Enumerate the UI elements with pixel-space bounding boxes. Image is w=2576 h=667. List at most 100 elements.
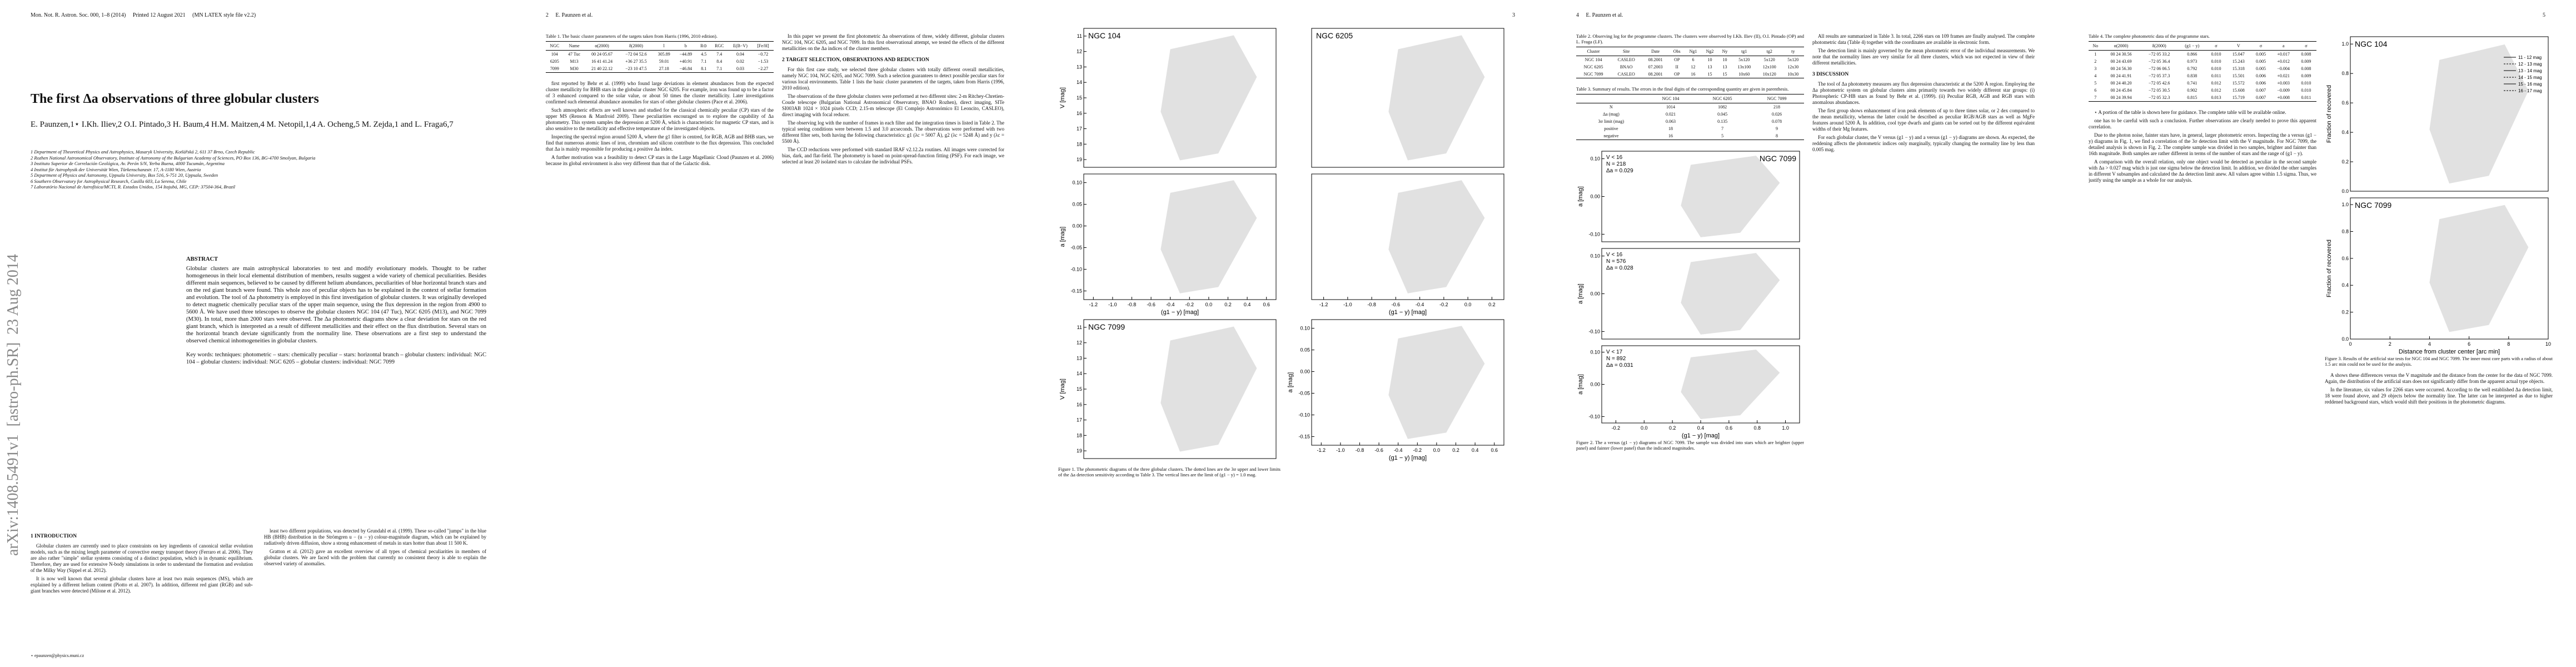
paragraph: A further motivation was a feasibility t…	[546, 155, 774, 166]
legend-entry: 16 - 17 mag	[2518, 88, 2542, 93]
table-cell: 0.063	[1665, 119, 1676, 124]
x-tick-label: 0.2	[1488, 302, 1496, 307]
point-cloud-shade	[1160, 180, 1257, 293]
table-row: 7099 M30 21 40 22.12 −23 10 47.5 27.18 −46.84…	[546, 65, 774, 73]
y-axis-label: a [mag]	[1059, 227, 1066, 247]
table-row: NGC 7099 CASLEO 08.2001 OP 16 15 15 10x60 10x120…	[1576, 71, 1804, 78]
table-cell: 0.010	[2211, 52, 2221, 57]
table-cell: 5x120	[1763, 57, 1775, 62]
table-cell: 0.007	[2256, 88, 2266, 93]
column: 1 INTRODUCTION Globular clusters are curr…	[31, 528, 253, 648]
y-axis-label: a [mag]	[1577, 186, 1584, 207]
table-row: 6205 M13 16 41 41.24 +36 27 35.5 59.01 +40.91…	[546, 58, 774, 65]
x-tick-label: -1.2	[1319, 302, 1328, 307]
abstract-text: Globular clusters are main astrophysical…	[186, 266, 486, 344]
table-cell: +0.021	[2277, 73, 2290, 78]
table-cell: 00 24 45.84	[2110, 88, 2132, 93]
plot-panel: -0.15 -0.10 -0.05 0.00 0.05 0.10 -1.2 -1.0 -0.8 -…	[1059, 173, 1277, 316]
running-header: 3	[1512, 12, 1515, 18]
y-tick-label: 17	[1077, 126, 1082, 132]
column-header: σ	[2295, 41, 2316, 51]
x-tick-label: -1.2	[1317, 447, 1326, 453]
table-cell: 0.005	[2256, 52, 2266, 57]
table-cell: NGC 104	[1585, 57, 1602, 62]
table-cell: −72 06 06.5	[2148, 66, 2170, 71]
column-header: [Fe/H]	[753, 41, 774, 51]
column: All results are summarized in Table 3. I…	[1812, 33, 2035, 661]
plot-panel: NGC 6205	[1311, 28, 1504, 168]
point-cloud-shade	[1681, 156, 1780, 237]
table-cell: OP	[1674, 57, 1680, 62]
table-cell: 8.1	[701, 66, 707, 71]
panel-note: V < 17	[1606, 349, 1623, 355]
table-caption: Table 1. The basic cluster parameters of…	[546, 33, 718, 39]
plot-frame	[2350, 197, 2549, 340]
table-row: positive 18 7 9	[1576, 125, 1804, 132]
table-cell: 305.89	[657, 52, 670, 57]
panel-label: NGC 6205	[1316, 31, 1353, 40]
panel-label: NGC 104	[2355, 39, 2388, 48]
table-cell: 00 24 05.67	[591, 52, 613, 57]
y-tick-label: -0.05	[1298, 390, 1310, 396]
y-tick-label: 19	[1077, 448, 1082, 454]
paragraph: In this paper we present the first photo…	[782, 33, 1004, 51]
y-tick-label: 0.00	[1590, 382, 1600, 387]
column-header: l	[653, 41, 675, 51]
table-cell: 13x100	[1737, 64, 1751, 69]
y-axis-label: V [mag]	[1059, 87, 1066, 108]
table-cell: −2.27	[758, 66, 769, 71]
y-tick-label: 0.0	[2341, 336, 2349, 342]
table-cell: 08.2001	[1648, 57, 1663, 62]
table-cell: +0.003	[2277, 81, 2290, 86]
table-cell: −72 05 42.6	[2148, 81, 2170, 86]
table-cell: 0.006	[2256, 81, 2266, 86]
x-tick-label: 4	[2428, 341, 2431, 347]
table-cell: 0.021	[1665, 112, 1676, 117]
plot-panel: -0.10 0.00 0.10 a [mag] NGC 7099 V < 16N = 21…	[1577, 151, 1800, 242]
table-row: 6 00 24 45.84 −72 05 30.5 0.902 0.012 15.608 0…	[2089, 87, 2316, 94]
table-cell: +0.017	[2277, 52, 2290, 57]
column-header: Name	[563, 41, 585, 51]
table-cell: 2	[2094, 59, 2097, 64]
x-tick-label: 0.0	[1205, 302, 1213, 307]
table-cell: 12x30	[1787, 64, 1799, 69]
legend-entry: 15 - 16 mag	[2518, 82, 2542, 87]
table-cell: 12x100	[1762, 64, 1776, 69]
table-cell: 4	[2094, 73, 2097, 78]
y-tick-label: 15	[1077, 386, 1082, 392]
panel-note: V < 16	[1606, 155, 1623, 161]
table-row: 7 00 24 39.94 −72 05 32.3 0.815 0.013 15.719 0…	[2089, 94, 2316, 102]
panel-label: NGC 7099	[2355, 201, 2391, 210]
table-cell: 0.741	[2187, 81, 2198, 86]
legend-entry: 12 - 13 mag	[2518, 62, 2542, 67]
table-cell: −1.53	[758, 59, 769, 64]
table-cell: 0.010	[2301, 81, 2311, 86]
column-header: tg1	[1731, 47, 1757, 56]
table-cell: 0.006	[2256, 73, 2266, 78]
section-heading: 1 INTRODUCTION	[31, 534, 77, 539]
column-header: Ny	[1718, 47, 1732, 56]
column: 0.0 0.2 0.4 0.6 0.8 1.0 Fraction of recovered N…	[2325, 33, 2553, 661]
table-cell: −72 05 36.4	[2148, 59, 2170, 64]
table-row: 4 00 24 41.91 −72 05 37.3 0.838 0.011 15.501 0…	[2089, 72, 2316, 79]
table-cell: OP	[1674, 72, 1680, 77]
table-cell: 104	[551, 52, 558, 57]
paragraph: The observing log with the number of fra…	[782, 120, 1004, 144]
figure-caption: Figure 2. The a versus (g1 − y) diagrams…	[1576, 440, 1804, 451]
panel-note: N = 576	[1606, 258, 1626, 265]
table-cell: −72 04 52.6	[625, 52, 647, 57]
y-tick-label: -0.10	[1588, 231, 1600, 237]
paragraph: The observations of the three globular c…	[782, 93, 1004, 117]
point-cloud-shade	[1388, 326, 1485, 439]
table-header-row: Cluster Site Date Obs Ng1 Ng2 Ny tg1 tg2 ty	[1576, 47, 1804, 56]
affiliation: 2 Rozhen National Astronomical Observato…	[31, 155, 316, 161]
y-tick-label: -0.10	[1588, 414, 1600, 419]
plot-panel: -0.15 -0.10 -0.05 0.00 0.05 0.10 -1.2 -1.0 -0.8 -…	[1287, 319, 1504, 461]
column-header: E(B−V)	[728, 41, 753, 51]
section-heading: 2 TARGET SELECTION, OBSERVATIONS AND RED…	[782, 57, 929, 63]
panel-note: N = 892	[1606, 356, 1626, 362]
y-axis-label: a [mag]	[1287, 372, 1294, 393]
affiliation: 7 Laboratório Nacional de Astrofísica/MC…	[31, 184, 236, 190]
